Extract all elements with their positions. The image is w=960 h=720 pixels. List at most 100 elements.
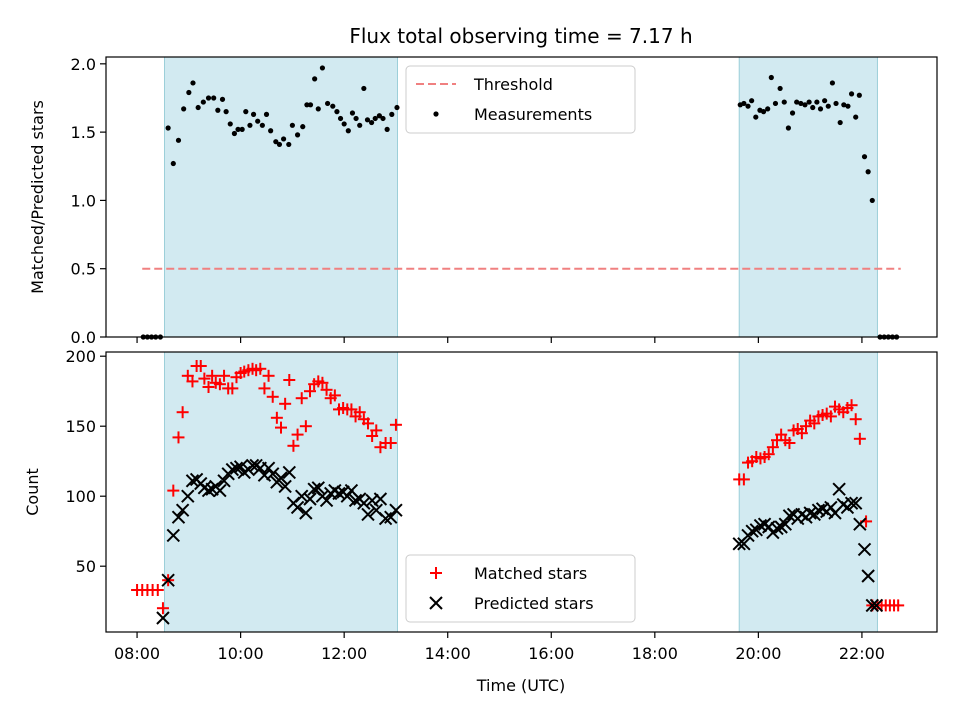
measurement-point [361, 85, 367, 92]
measurement-point [312, 76, 318, 82]
measurement-point [810, 104, 816, 111]
matched-star-point [295, 392, 308, 405]
measurement-point [817, 106, 824, 112]
matched-star-point [275, 421, 288, 434]
matched-star-point [151, 584, 164, 596]
measurement-point [760, 109, 767, 115]
measurement-point [319, 65, 326, 71]
measurement-point [273, 139, 279, 145]
matched-star-point [266, 390, 279, 403]
top-y-ticks: 0.0 0.5 1.0 1.5 2.0 [71, 55, 106, 347]
matched-star-point [320, 383, 333, 396]
measurement-point [223, 109, 229, 115]
matched-star-point [218, 369, 231, 382]
predicted-star-point [389, 503, 403, 517]
measurement-point [315, 106, 321, 112]
measurement-point [325, 100, 331, 107]
matched-star-point [194, 360, 207, 372]
measurement-point [364, 117, 371, 123]
predicted-star-point [175, 503, 190, 517]
matched-star-point [853, 432, 866, 445]
measurement-point [848, 91, 855, 97]
measurement-point [175, 137, 182, 143]
measurement-point [186, 89, 192, 96]
predicted-star-point [778, 517, 793, 531]
x-tick-label: 08:00 [114, 644, 160, 663]
predicted-star-point [745, 524, 759, 538]
predicted-star-point [217, 474, 231, 488]
measurement-point [865, 169, 871, 175]
predicted-star-point [166, 528, 181, 543]
matched-stars-series [131, 360, 905, 615]
measurement-point [785, 125, 792, 131]
matched-star-point [795, 427, 808, 440]
measurement-point [380, 115, 386, 122]
measurement-point [822, 98, 828, 104]
measurement-point [300, 124, 306, 130]
measurement-point [263, 111, 270, 117]
measurement-point [869, 197, 875, 204]
matched-star-point [389, 418, 402, 431]
measurement-point [235, 126, 241, 132]
measurement-point [745, 103, 751, 109]
x-tick-label: 18:00 [632, 644, 678, 663]
top-axes: 0.00.51.01.52.0 Matched/Predicted stars … [28, 55, 938, 347]
predicted-star-point [853, 517, 867, 531]
legend-measurements-swatch [433, 111, 439, 117]
measurement-point [247, 122, 253, 128]
measurement-point [789, 110, 796, 116]
predicted-star-point [378, 511, 393, 526]
measurement-point [211, 95, 217, 101]
matched-star-point [316, 376, 329, 389]
matched-star-point [892, 599, 905, 612]
measurement-point [286, 141, 292, 148]
legend-matched-label: Matched stars [474, 564, 587, 583]
y-tick-label: 0.0 [71, 328, 96, 347]
matched-star-point [849, 413, 862, 426]
predicted-star-point [274, 471, 288, 485]
x-tick-label: 22:00 [839, 644, 885, 663]
shaded-span-1 [164, 351, 398, 633]
predicted-star-point [181, 489, 195, 503]
top-legend: Threshold Measurements [405, 65, 636, 134]
matched-star-point [254, 362, 267, 375]
bottom-y-ticks: 50 100 150 200 [65, 347, 106, 576]
x-tick-label: 20:00 [735, 644, 781, 663]
measurement-point [765, 106, 771, 112]
measurement-point [772, 100, 779, 107]
measurement-point [798, 100, 804, 107]
measurement-point [389, 111, 395, 117]
predicted-star-point [278, 479, 292, 494]
y-tick-label: 1.5 [71, 123, 96, 142]
y-tick-label: 1.0 [71, 191, 96, 210]
measurement-point [341, 121, 347, 127]
measurement-point [239, 126, 245, 132]
x-tick-label: 16:00 [528, 644, 574, 663]
measurement-point [345, 128, 351, 134]
measurements-series [140, 65, 900, 340]
shaded-span-2 [738, 56, 878, 338]
measurement-point [825, 103, 831, 109]
matched-star-point [353, 406, 366, 419]
measurement-point [394, 104, 400, 111]
matched-star-point [845, 399, 858, 412]
matched-star-point [213, 378, 226, 391]
measurement-point [334, 109, 340, 115]
predicted-star-point [311, 481, 325, 495]
measurement-point [215, 107, 221, 113]
predicted-star-point [282, 465, 296, 480]
predicted-star-point [857, 542, 872, 557]
measurement-point [794, 99, 800, 105]
matched-star-point [172, 431, 185, 444]
predicted-star-point [384, 510, 398, 524]
top-legend-box [405, 65, 636, 134]
matched-star-point [186, 375, 199, 388]
predicted-star-point [357, 496, 371, 510]
matched-star-point [270, 411, 283, 424]
measurement-point [227, 121, 233, 127]
predicted-star-point [332, 486, 346, 501]
matched-star-point [202, 381, 215, 393]
legend-threshold-label: Threshold [473, 75, 553, 94]
predicted-star-point [299, 506, 313, 520]
